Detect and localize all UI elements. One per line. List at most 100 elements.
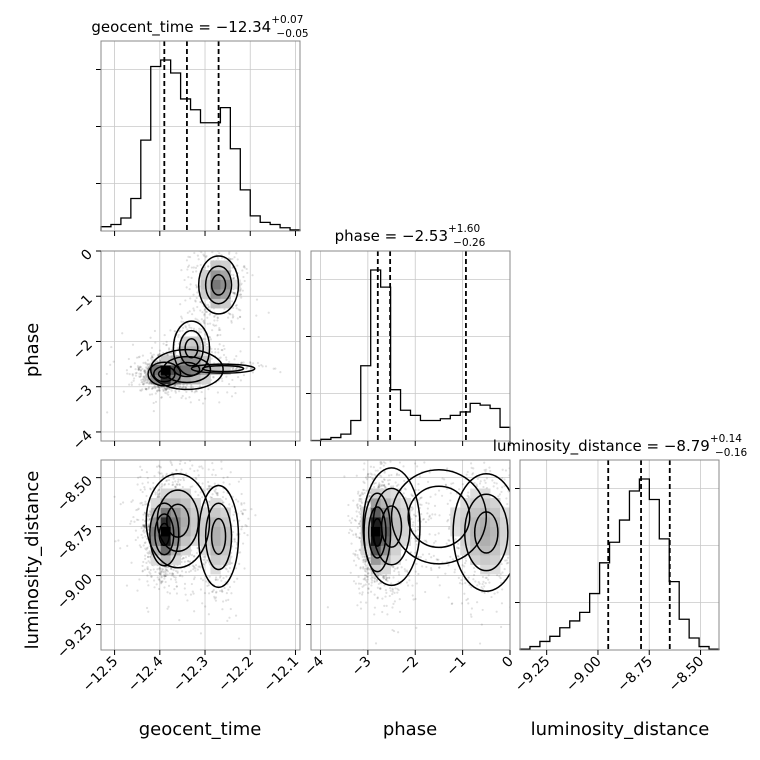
sample-point xyxy=(184,593,187,596)
density-cell xyxy=(160,545,172,556)
sample-point xyxy=(224,497,228,500)
sample-point xyxy=(139,373,143,376)
sample-point xyxy=(135,371,138,374)
sample-point xyxy=(160,486,163,489)
sample-point xyxy=(190,553,194,557)
histogram-step xyxy=(519,478,720,650)
sample-point xyxy=(191,386,195,389)
sample-point xyxy=(213,324,216,327)
sample-point xyxy=(156,493,160,497)
sample-point xyxy=(245,525,248,528)
sample-point xyxy=(181,558,184,561)
sample-point xyxy=(403,568,406,571)
sample-point xyxy=(166,570,170,573)
sample-point xyxy=(154,386,157,389)
sample-point xyxy=(251,274,254,277)
sample-point xyxy=(425,540,428,544)
sample-point xyxy=(364,579,368,582)
density-cell xyxy=(210,545,221,556)
sample-point xyxy=(231,316,234,319)
density-cell xyxy=(200,355,211,366)
sample-point xyxy=(458,582,462,585)
sample-point xyxy=(214,578,217,581)
sample-point xyxy=(234,392,237,395)
sample-point xyxy=(391,592,394,596)
sample-point xyxy=(191,313,194,316)
sample-point xyxy=(244,508,247,512)
sample-point xyxy=(235,233,237,235)
sample-point xyxy=(216,391,219,394)
density-cell xyxy=(180,488,191,499)
sample-point xyxy=(226,476,229,479)
sample-point xyxy=(223,246,225,248)
density-layer xyxy=(113,447,257,640)
sample-point xyxy=(149,357,153,360)
sample-point xyxy=(241,512,244,515)
sample-point xyxy=(147,513,150,516)
sample-point xyxy=(207,592,211,595)
sample-point xyxy=(514,541,516,543)
sample-point xyxy=(110,345,113,349)
sample-point xyxy=(365,574,368,577)
sample-point xyxy=(225,358,228,361)
sample-point xyxy=(461,582,464,585)
sample-point xyxy=(121,501,125,504)
sample-point xyxy=(157,471,160,474)
sample-point xyxy=(247,517,250,520)
sample-point xyxy=(159,568,162,571)
sample-point xyxy=(143,381,146,385)
sample-point xyxy=(224,599,228,602)
sample-point xyxy=(231,505,234,508)
sample-point xyxy=(405,581,409,584)
contour-line xyxy=(204,502,233,571)
sample-point xyxy=(109,363,112,366)
sample-point xyxy=(220,499,224,502)
sample-point xyxy=(232,277,236,280)
sample-point xyxy=(352,499,355,502)
sample-point xyxy=(457,542,460,546)
sample-point xyxy=(170,389,173,392)
sample-point xyxy=(156,360,159,363)
sample-point xyxy=(193,610,196,613)
sample-point xyxy=(143,371,147,374)
sample-point xyxy=(167,347,171,350)
sample-point xyxy=(201,467,204,470)
density-cell xyxy=(220,365,231,375)
sample-point xyxy=(194,284,198,287)
sample-point xyxy=(207,450,209,452)
sample-point xyxy=(131,374,134,377)
sample-point xyxy=(207,487,210,490)
sample-point xyxy=(203,266,206,269)
sample-point xyxy=(139,389,142,392)
sample-point xyxy=(386,479,390,482)
sample-point xyxy=(164,571,167,574)
density-cell xyxy=(220,545,231,556)
sample-point xyxy=(196,447,198,449)
sample-point xyxy=(179,478,182,482)
sample-point xyxy=(178,483,181,487)
sample-point xyxy=(167,483,170,486)
density-cell xyxy=(210,526,221,537)
sample-point xyxy=(488,581,491,584)
sample-point xyxy=(212,375,215,379)
sample-point xyxy=(184,571,188,574)
contour-line xyxy=(173,361,201,378)
sample-point xyxy=(146,359,150,362)
sample-point xyxy=(213,595,216,598)
sample-point xyxy=(181,326,185,329)
sample-point xyxy=(183,587,186,590)
sample-point xyxy=(225,592,228,595)
panel-background xyxy=(311,251,510,441)
sample-point xyxy=(383,576,386,580)
sample-point xyxy=(130,520,133,523)
sample-point xyxy=(141,490,144,494)
sample-point xyxy=(169,329,172,332)
sample-point xyxy=(156,452,158,454)
sample-point xyxy=(138,544,141,547)
sample-point xyxy=(136,483,139,486)
sample-point xyxy=(424,520,428,524)
sample-point xyxy=(145,381,148,384)
sample-point xyxy=(165,569,168,572)
sample-point xyxy=(184,386,188,390)
sample-point xyxy=(213,314,216,318)
